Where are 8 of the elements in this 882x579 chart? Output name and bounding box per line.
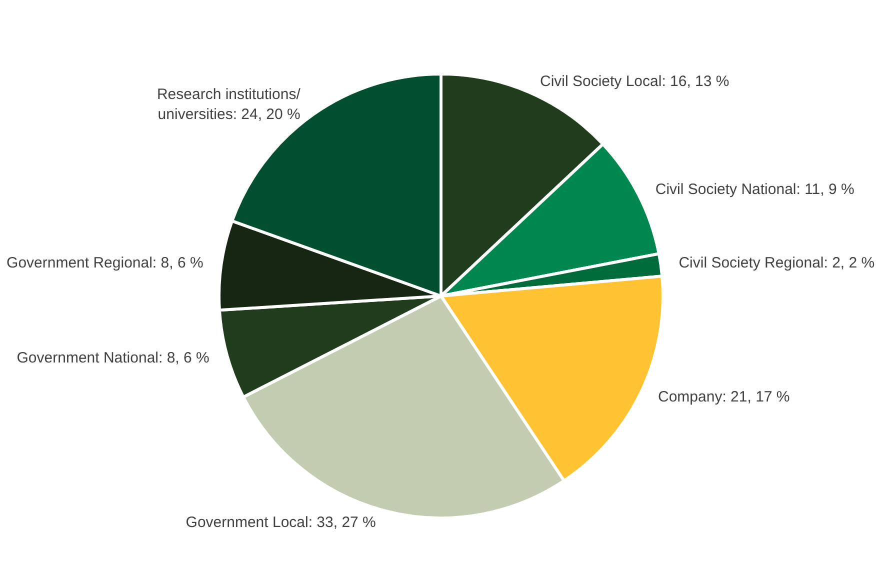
slice-label: Government National: 8, 6 % (16, 350, 210, 367)
slice-label: Government Local: 33, 27 % (186, 514, 376, 531)
slice-label: Civil Society Regional: 2, 2 % (678, 254, 875, 272)
slice-label: Company: 21, 17 % (658, 388, 790, 406)
slice-label: Government Regional: 8, 6 % (6, 254, 204, 272)
slice-label: Civil Society Local: 16, 13 % (540, 72, 730, 90)
slice-label: Research institutions/universities: 24, 20 % (156, 86, 302, 124)
slice-label: Civil Society National: 11, 9 % (655, 181, 854, 198)
